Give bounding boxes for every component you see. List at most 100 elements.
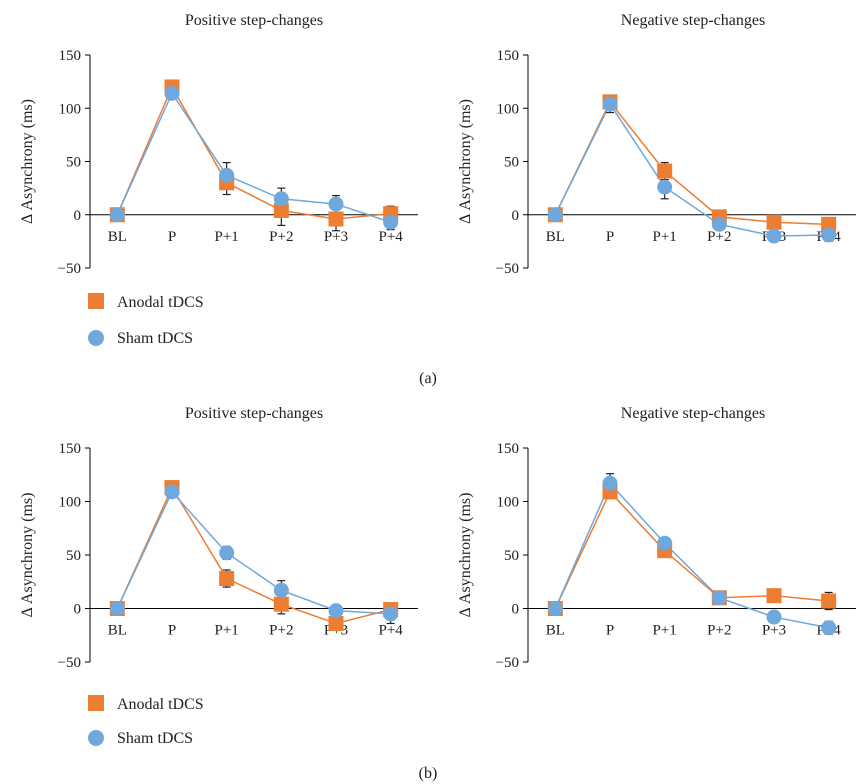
chart-a-negative: Negative step-changes Δ Asynchrony (ms) −5… xyxy=(457,12,856,277)
legend-b: Anodal tDCS Sham tDCS xyxy=(88,695,204,747)
data-point-sham xyxy=(711,216,727,232)
data-point-anodal xyxy=(657,163,673,179)
data-point-sham xyxy=(602,475,618,491)
y-tick-label: 50 xyxy=(504,155,519,171)
data-point-sham xyxy=(821,227,837,243)
series-line-sham xyxy=(116,91,391,223)
y-axis-label: Δ Asynchrony (ms) xyxy=(457,493,474,618)
legend-anodal-marker xyxy=(88,695,104,711)
x-tick-label: P xyxy=(168,623,176,639)
x-tick-label: P+1 xyxy=(215,623,239,639)
x-tick-label: P+2 xyxy=(707,229,731,245)
x-tick-label: P+4 xyxy=(379,623,404,639)
y-tick-label: 0 xyxy=(74,208,82,224)
y-tick-label: 150 xyxy=(59,441,82,457)
data-point-sham xyxy=(164,85,180,101)
series-line-sham xyxy=(554,481,829,629)
y-tick-label: −50 xyxy=(496,261,519,277)
series-line-anodal xyxy=(116,85,391,220)
y-axis-label: Δ Asynchrony (ms) xyxy=(19,99,36,224)
legend-anodal-label: Anodal tDCS xyxy=(117,294,204,311)
data-point-sham xyxy=(657,535,673,551)
data-point-sham xyxy=(109,207,125,223)
data-point-sham xyxy=(219,167,235,183)
data-point-sham xyxy=(547,207,563,223)
legend-anodal-marker xyxy=(88,293,104,309)
y-tick-label: 50 xyxy=(504,548,519,564)
data-point-anodal xyxy=(766,588,782,604)
data-point-anodal xyxy=(328,211,344,227)
data-point-sham xyxy=(657,179,673,195)
chart-title: Positive step-changes xyxy=(185,12,323,29)
data-point-sham xyxy=(766,228,782,244)
x-tick-label: P+2 xyxy=(269,623,293,639)
x-tick-label: BL xyxy=(546,623,565,639)
data-point-sham xyxy=(383,214,399,230)
series-line-anodal xyxy=(554,490,829,609)
data-point-sham xyxy=(766,609,782,625)
x-tick-label: P+2 xyxy=(707,623,731,639)
y-tick-label: 0 xyxy=(74,602,82,618)
series-line-anodal xyxy=(554,100,829,226)
y-tick-label: 150 xyxy=(59,48,82,64)
data-point-anodal xyxy=(821,593,837,609)
y-tick-label: 100 xyxy=(497,495,520,511)
data-point-anodal xyxy=(766,214,782,230)
x-tick-label: P xyxy=(606,229,614,245)
y-axis-label: Δ Asynchrony (ms) xyxy=(457,99,474,224)
y-tick-label: 100 xyxy=(497,101,520,117)
data-point-sham xyxy=(273,191,289,207)
x-tick-label: P+1 xyxy=(215,229,239,245)
data-point-sham xyxy=(602,96,618,112)
x-tick-label: BL xyxy=(108,623,127,639)
y-tick-label: 100 xyxy=(59,495,82,511)
data-point-sham xyxy=(821,620,837,636)
y-tick-label: −50 xyxy=(496,655,519,671)
x-tick-label: P+4 xyxy=(379,229,404,245)
data-point-anodal xyxy=(273,202,289,218)
y-axis-label: Δ Asynchrony (ms) xyxy=(19,493,36,618)
x-tick-label: BL xyxy=(546,229,565,245)
x-tick-label: P+1 xyxy=(653,623,677,639)
x-tick-label: P xyxy=(168,229,176,245)
legend-sham-label: Sham tDCS xyxy=(117,730,193,747)
series-line-sham xyxy=(554,102,829,237)
legend-anodal-label: Anodal tDCS xyxy=(117,696,204,713)
data-point-anodal xyxy=(821,216,837,232)
data-point-sham xyxy=(711,590,727,606)
chart-b-positive: Positive step-changes Δ Asynchrony (ms) −5… xyxy=(19,405,418,671)
chart-a-positive: Positive step-changes Δ Asynchrony (ms) −5… xyxy=(19,12,418,277)
x-tick-label: BL xyxy=(108,229,127,245)
y-tick-label: 150 xyxy=(497,48,520,64)
x-tick-label: P xyxy=(606,623,614,639)
y-tick-label: 50 xyxy=(66,155,81,171)
panel-label-a: (a) xyxy=(419,370,437,387)
data-point-anodal xyxy=(328,615,344,631)
data-point-sham xyxy=(383,606,399,622)
data-point-sham xyxy=(164,484,180,500)
series-line-sham xyxy=(116,490,391,615)
x-tick-label: P+3 xyxy=(762,623,786,639)
y-tick-label: 0 xyxy=(512,602,520,618)
legend-sham-marker xyxy=(88,330,104,346)
chart-b-negative: Negative step-changes Δ Asynchrony (ms) −5… xyxy=(457,405,856,671)
y-tick-label: −50 xyxy=(58,261,81,277)
x-tick-label: P+2 xyxy=(269,229,293,245)
data-point-sham xyxy=(109,601,125,616)
panel-label-b: (b) xyxy=(419,765,438,782)
legend-sham-label: Sham tDCS xyxy=(117,330,193,347)
y-tick-label: −50 xyxy=(58,655,81,671)
data-point-sham xyxy=(273,582,289,598)
x-tick-label: P+1 xyxy=(653,229,677,245)
data-point-anodal xyxy=(219,571,235,587)
y-tick-label: 150 xyxy=(497,441,520,457)
chart-title: Negative step-changes xyxy=(621,12,765,29)
data-point-sham xyxy=(547,601,563,616)
chart-title: Negative step-changes xyxy=(621,405,765,422)
chart-title: Positive step-changes xyxy=(185,405,323,422)
data-point-sham xyxy=(328,603,344,619)
data-point-sham xyxy=(328,196,344,212)
series-line-anodal xyxy=(116,485,391,625)
y-tick-label: 0 xyxy=(512,208,520,224)
